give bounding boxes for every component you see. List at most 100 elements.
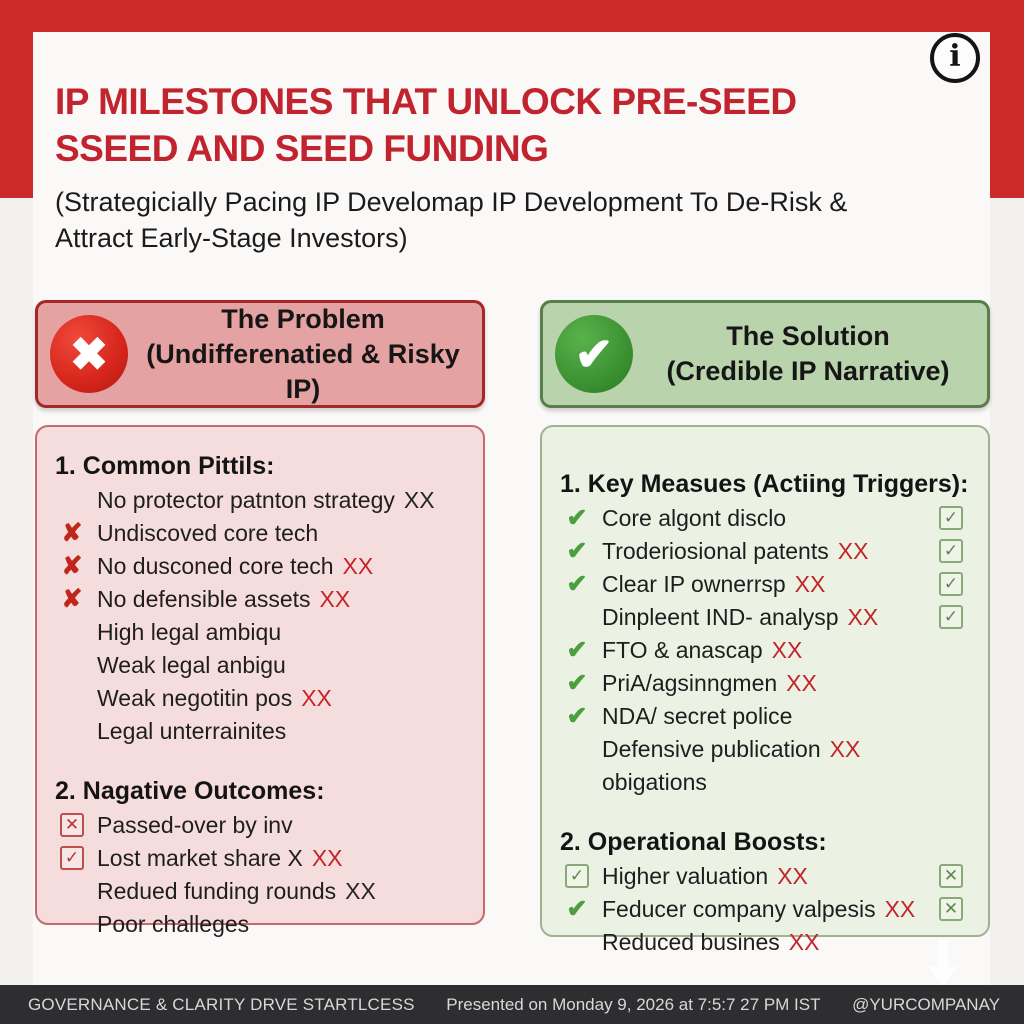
item-text: obigations	[602, 769, 707, 795]
checkbox-cell: ✕	[934, 864, 968, 888]
green-checkbox-crossed-icon[interactable]: ✕	[939, 897, 963, 921]
xx-marker: XX	[794, 571, 826, 597]
green-checkbox-checked-icon[interactable]: ✓	[939, 539, 963, 563]
section-heading: 1. Common Pittils:	[55, 452, 275, 480]
xx-marker: XX	[345, 878, 376, 904]
item-text: Core algont disclo	[602, 505, 787, 531]
checkbox-cell: ✕	[55, 813, 89, 837]
checkbox-cell: ✓	[934, 605, 968, 629]
x-circle-icon: ✖	[50, 315, 128, 393]
x-mark-icon: ✘	[61, 585, 83, 613]
list-item: ✔ Troderiosional patents XX ✓	[560, 536, 976, 566]
footer-center-text: Presented on Monday 9, 2026 at 7:5:7 27 …	[446, 994, 821, 1014]
check-mark-icon: ✔	[566, 702, 588, 730]
item-text: No protector patnton strategy XX	[97, 487, 435, 513]
checkbox-cell: ✓	[934, 572, 968, 596]
red-checkbox-checked-icon[interactable]: ✓	[60, 846, 84, 870]
list-item: ✔ NDA/ secret police	[560, 701, 976, 731]
item-text: NDA/ secret police	[602, 703, 793, 729]
section-heading: 1. Key Measues (Actiing Triggers):	[560, 470, 969, 498]
xx-marker: XX	[311, 845, 343, 871]
item-text: Legal unterrainites	[97, 718, 287, 744]
check-mark-icon: ✔	[566, 570, 588, 598]
xx-marker: XX	[786, 670, 817, 696]
green-checkbox-checked-icon[interactable]: ✓	[939, 506, 963, 530]
checkbox-cell: ✓	[934, 539, 968, 563]
item-text: Reduced busines XX	[602, 929, 820, 955]
check-mark-icon: ✔	[566, 504, 588, 532]
list-item: ✘ No dusconed core tech XX	[55, 551, 471, 581]
xx-marker: XX	[777, 863, 808, 889]
xx-marker: XX	[342, 553, 374, 579]
check-mark-icon: ✔	[566, 669, 588, 697]
solution-header: ✔ The Solution (Credible IP Narrative)	[540, 300, 990, 408]
list-item: ✓ Higher valuation XX ✕	[560, 861, 976, 891]
list-item: Weak legal anbigu	[55, 650, 471, 680]
xx-marker: XX	[788, 929, 820, 955]
footer-right-handle: @YURCOMPANAY	[852, 994, 1000, 1014]
problem-header: ✖ The Problem (Undifferenatied & Risky I…	[35, 300, 485, 408]
list-item: ✕ Passed-over by inv	[55, 810, 471, 840]
checkbox-cell: ✕	[934, 897, 968, 921]
xx-marker: XX	[319, 586, 351, 612]
list-item: ✓ Lost market share X XX	[55, 843, 471, 873]
page-title-line2: SSEED AND SEED FUNDING	[55, 128, 549, 169]
list-item: Poor challeges	[55, 909, 471, 939]
item-text: Weak negotitin pos XX	[97, 685, 332, 711]
item-text: Higher valuation XX	[602, 863, 808, 889]
footer-bar: GOVERNANCE & CLARITY DRVE STARTLCESS Pre…	[0, 985, 1024, 1024]
problem-header-text: The Problem (Undifferenatied & Risky IP)	[138, 302, 468, 407]
problem-subtitle: (Undifferenatied & Risky IP)	[146, 338, 460, 404]
check-mark-icon: ✔	[566, 895, 588, 923]
list-section: 2. Operational Boosts: ✓ Higher valuation X…	[560, 827, 976, 957]
item-text: Troderiosional patents XX	[602, 538, 869, 564]
item-text: Poor challeges	[97, 911, 250, 937]
section-heading: 2. Operational Boosts:	[560, 828, 827, 856]
item-text: Dinpleent IND- analysp XX	[602, 604, 879, 630]
problem-title: The Problem	[221, 303, 385, 334]
item-text: Feducer company valpesis XX	[602, 896, 916, 922]
page-title-line1: IP MILESTONES THAT UNLOCK PRE-SEED	[55, 81, 797, 122]
item-text: FTO & anascap XX	[602, 637, 803, 663]
xx-marker: XX	[847, 604, 879, 630]
list-item: ✔ PriA/agsinngmen XX	[560, 668, 976, 698]
item-text: Clear IP ownerrsp XX	[602, 571, 826, 597]
page-subtitle: (Strategicially Pacing IP Develomap IP D…	[55, 187, 848, 253]
list-item: Defensive publication XX	[560, 734, 976, 764]
list-item: Dinpleent IND- analysp XX ✓	[560, 602, 976, 632]
info-icon[interactable]: i	[930, 33, 980, 83]
list-item: No protector patnton strategy XX	[55, 485, 471, 515]
xx-marker: XX	[771, 637, 803, 663]
check-mark-icon: ✔	[566, 537, 588, 565]
green-checkbox-checked-icon[interactable]: ✓	[939, 572, 963, 596]
solution-body: 1. Key Measues (Actiing Triggers): ✔ Core …	[540, 425, 990, 955]
x-mark-icon: ✘	[61, 519, 83, 547]
item-text: High legal ambiqu	[97, 619, 282, 645]
red-checkbox-crossed-icon[interactable]: ✕	[60, 813, 84, 837]
list-item: ✘ Undiscoved core tech	[55, 518, 471, 548]
list-item: ✔ Clear IP ownerrsp XX ✓	[560, 569, 976, 599]
xx-marker: XX	[829, 736, 861, 762]
list-item: Legal unterrainites	[55, 716, 471, 746]
green-checkbox-checked-icon[interactable]: ✓	[939, 605, 963, 629]
xx-marker: XX	[301, 685, 332, 711]
green-checkbox-checked-icon[interactable]: ✓	[565, 864, 589, 888]
footer-left-text: GOVERNANCE & CLARITY DRVE STARTLCESS	[28, 994, 415, 1014]
title-block: IP MILESTONES THAT UNLOCK PRE-SEED SSEED…	[55, 78, 945, 256]
info-icon-letter: i	[949, 39, 961, 74]
list-item: Reduced busines XX	[560, 927, 976, 957]
checkbox-cell: ✓	[934, 506, 968, 530]
x-mark-icon: ✘	[61, 552, 83, 580]
checkbox-cell: ✓	[560, 864, 594, 888]
list-section: 1. Common Pittils: No protector patnton s…	[55, 451, 471, 746]
green-checkbox-crossed-icon[interactable]: ✕	[939, 864, 963, 888]
section-heading: 2. Nagative Outcomes:	[55, 777, 325, 805]
item-text: Lost market share X XX	[97, 845, 343, 871]
xx-marker: XX	[884, 896, 916, 922]
item-text: No dusconed core tech XX	[97, 553, 374, 579]
xx-marker: XX	[403, 487, 435, 513]
checkbox-cell: ✓	[55, 846, 89, 870]
item-text: Undiscoved core tech	[97, 520, 319, 546]
item-text: Weak legal anbigu	[97, 652, 286, 678]
